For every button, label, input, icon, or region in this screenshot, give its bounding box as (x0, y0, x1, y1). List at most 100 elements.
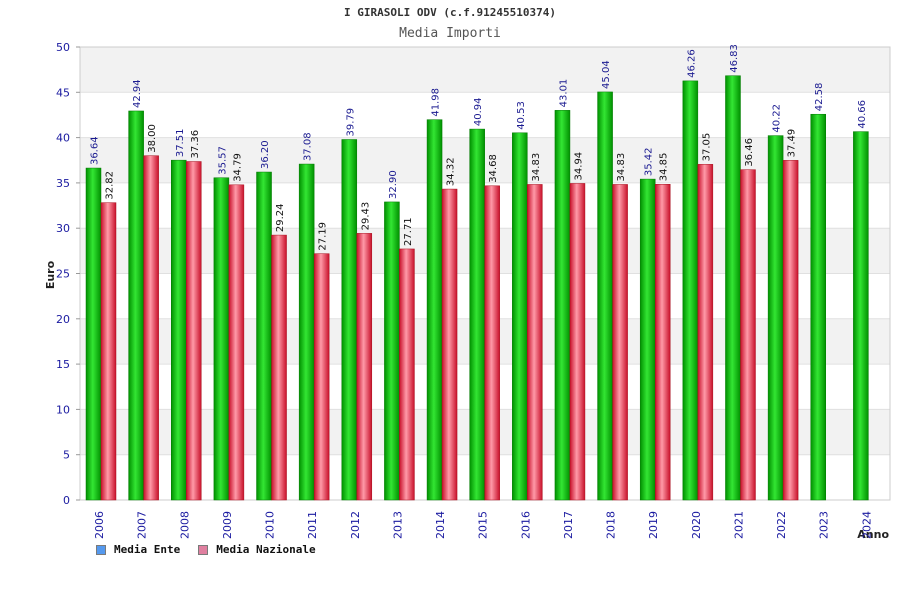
x-tick-label-2018: 2018 (605, 511, 618, 539)
data-label-media-ente-2013: 32.90 (388, 170, 399, 199)
y-tick-label: 45 (56, 86, 70, 99)
bar-media-nazionale-2013 (399, 248, 415, 501)
bar-media-ente-2013 (384, 201, 400, 501)
data-label-media-ente-2016: 40.53 (516, 101, 527, 130)
x-tick-label-2011: 2011 (306, 511, 319, 539)
x-tick-label-2015: 2015 (477, 511, 490, 539)
x-tick-label-2009: 2009 (221, 511, 234, 539)
data-label-media-ente-2019: 35.42 (644, 147, 655, 176)
data-label-media-ente-2021: 46.83 (729, 44, 740, 73)
bar-media-ente-2014 (426, 119, 443, 501)
bar-media-ente-2016 (512, 132, 528, 501)
data-label-media-ente-2006: 36.64 (90, 136, 101, 165)
grid-band (80, 47, 890, 93)
y-tick-label: 40 (56, 132, 70, 145)
legend-swatch-media-nazionale (198, 544, 209, 555)
bar-media-nazionale-2019 (654, 184, 671, 501)
bar-media-nazionale-2020 (697, 164, 714, 501)
x-tick-label-2014: 2014 (434, 511, 447, 539)
x-tick-label-2007: 2007 (136, 511, 149, 539)
data-label-media-ente-2023: 42.58 (814, 83, 825, 112)
bar-media-nazionale-2007 (143, 155, 159, 501)
data-label-media-nazionale-2015: 34.68 (488, 154, 499, 183)
y-tick-label: 25 (56, 268, 70, 281)
bar-media-nazionale-2012 (356, 233, 373, 501)
legend-item-media-nazionale: Media Nazionale (198, 543, 316, 556)
data-label-media-nazionale-2018: 34.83 (616, 153, 627, 182)
data-label-media-nazionale-2008: 37.36 (190, 130, 201, 159)
x-tick-label-2006: 2006 (93, 511, 106, 539)
data-label-media-ente-2020: 46.26 (686, 49, 697, 78)
data-label-media-ente-2008: 37.51 (175, 129, 186, 158)
x-tick-label-2012: 2012 (349, 511, 362, 539)
bar-media-ente-2017 (554, 110, 571, 501)
y-axis-label: Euro (44, 260, 57, 289)
bar-media-nazionale-2008 (186, 161, 202, 501)
data-label-media-nazionale-2013: 27.71 (403, 217, 414, 246)
bar-media-nazionale-2016 (527, 184, 543, 501)
y-tick-label: 20 (56, 313, 70, 326)
x-tick-label-2008: 2008 (178, 511, 191, 539)
data-label-media-ente-2017: 43.01 (558, 79, 569, 108)
bar-media-nazionale-2011 (313, 253, 330, 501)
bar-media-ente-2023 (810, 113, 826, 501)
legend: Media Ente Media Nazionale (96, 543, 316, 556)
y-tick-label: 50 (56, 41, 70, 54)
data-label-media-ente-2018: 45.04 (601, 60, 612, 89)
data-label-media-ente-2012: 39.79 (345, 108, 356, 137)
bar-media-ente-2015 (469, 128, 485, 501)
bar-media-nazionale-2021 (740, 169, 756, 501)
data-label-media-ente-2014: 41.98 (431, 88, 442, 117)
bar-media-ente-2008 (171, 159, 187, 501)
data-label-media-nazionale-2009: 34.79 (232, 153, 243, 182)
x-tick-label-2013: 2013 (391, 511, 404, 539)
bar-media-ente-2010 (256, 171, 272, 501)
y-tick-label: 0 (63, 494, 70, 507)
data-label-media-nazionale-2020: 37.05 (701, 133, 712, 162)
legend-label-media-nazionale: Media Nazionale (216, 543, 316, 556)
x-tick-label-2016: 2016 (519, 511, 532, 539)
x-tick-label-2019: 2019 (647, 511, 660, 539)
bar-media-nazionale-2006 (100, 202, 117, 501)
bar-media-ente-2019 (639, 178, 656, 501)
data-label-media-nazionale-2016: 34.83 (531, 153, 542, 182)
x-tick-label-2024: 2024 (860, 511, 873, 539)
legend-item-media-ente: Media Ente (96, 543, 180, 556)
chart-title: I GIRASOLI ODV (c.f.91245510374) (344, 6, 556, 19)
bar-media-nazionale-2010 (271, 234, 287, 501)
x-tick-label-2020: 2020 (690, 511, 703, 539)
bar-media-nazionale-2017 (569, 183, 586, 501)
bar-media-ente-2012 (341, 139, 358, 501)
bar-media-ente-2009 (213, 177, 230, 501)
x-tick-label-2023: 2023 (818, 511, 831, 539)
bar-media-ente-2011 (298, 163, 315, 501)
bar-media-ente-2020 (682, 80, 699, 501)
x-tick-label-2017: 2017 (562, 511, 575, 539)
bar-media-ente-2018 (597, 91, 613, 501)
bar-media-ente-2007 (128, 110, 144, 501)
data-label-media-ente-2009: 35.57 (217, 146, 228, 175)
data-label-media-nazionale-2014: 34.32 (446, 157, 457, 186)
bar-media-nazionale-2018 (612, 184, 628, 501)
chart-subtitle: Media Importi (399, 26, 501, 41)
bar-media-ente-2024 (853, 131, 869, 501)
data-label-media-nazionale-2010: 29.24 (275, 203, 286, 232)
x-axis-label: Anno (857, 528, 889, 541)
bar-media-nazionale-2014 (441, 188, 458, 501)
bar-media-ente-2006 (85, 167, 102, 501)
y-tick-label: 15 (56, 358, 70, 371)
data-label-media-nazionale-2011: 27.19 (318, 222, 329, 251)
bar-media-ente-2022 (767, 135, 784, 501)
bar-media-nazionale-2015 (484, 185, 500, 501)
data-label-media-ente-2010: 36.20 (260, 140, 271, 169)
data-label-media-nazionale-2021: 36.46 (744, 138, 755, 167)
data-label-media-nazionale-2019: 34.85 (659, 153, 670, 182)
legend-swatch-media-ente (96, 544, 106, 555)
x-tick-label-2010: 2010 (264, 511, 277, 539)
data-label-media-ente-2024: 40.66 (857, 100, 868, 129)
data-label-media-nazionale-2012: 29.43 (360, 202, 371, 231)
data-label-media-nazionale-2017: 34.94 (573, 152, 584, 181)
data-label-media-ente-2015: 40.94 (473, 97, 484, 126)
